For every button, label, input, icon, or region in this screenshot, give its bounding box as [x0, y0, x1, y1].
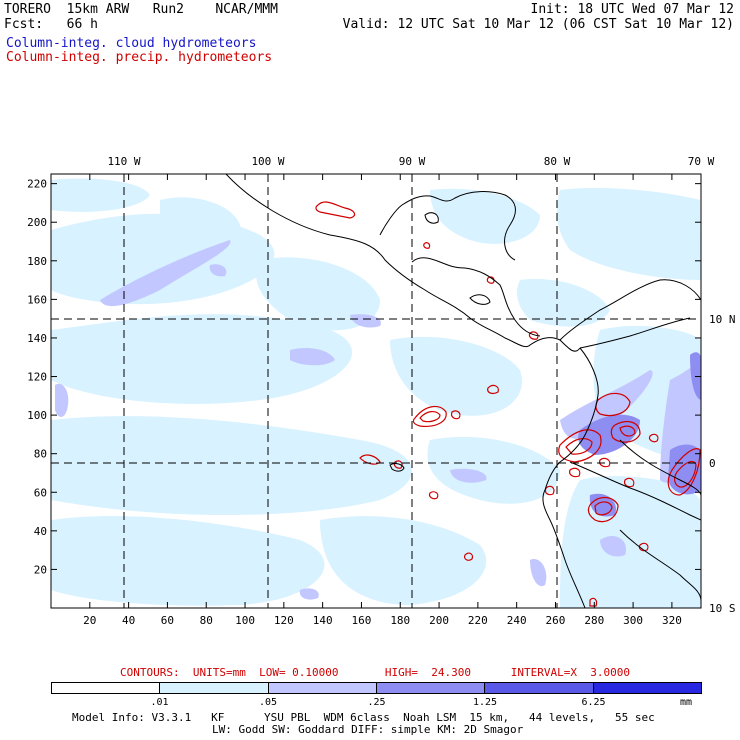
- valid-time: Valid: 12 UTC Sat 10 Mar 12 (06 CST Sat …: [342, 17, 734, 32]
- colorbar-swatch: [268, 683, 377, 693]
- y-tick-label: 200: [27, 216, 47, 229]
- x-tick-label: 100: [235, 614, 255, 627]
- cloud-field-layer: [51, 174, 701, 608]
- y-tick-label: 80: [34, 448, 47, 461]
- colorbar-label: .25: [367, 697, 386, 708]
- x-tick-label: 180: [390, 614, 410, 627]
- colorbar-unit: mm: [679, 697, 693, 708]
- colorbar-label: 6.25: [581, 697, 606, 708]
- init-time: Init: 18 UTC Wed 07 Mar 12: [530, 2, 735, 17]
- model-info: Model Info: V3.3.1 KF YSU PBL WDM 6class…: [72, 711, 655, 724]
- longitude-label: 110 W: [107, 155, 140, 168]
- longitude-label: 100 W: [251, 155, 284, 168]
- colorbar-swatch: [485, 683, 594, 693]
- forecast-hour: Fcst: 66 h: [4, 17, 98, 32]
- x-tick-label: 280: [584, 614, 604, 627]
- model-title: TORERO 15km ARW Run2 NCAR/MMM: [4, 2, 278, 17]
- x-tick-label: 60: [161, 614, 174, 627]
- x-tick-label: 300: [623, 614, 643, 627]
- y-tick-label: 140: [27, 332, 47, 345]
- x-tick-label: 80: [200, 614, 213, 627]
- field-cloud-label: Column-integ. cloud hydrometeors: [6, 36, 257, 51]
- y-tick-label: 40: [34, 525, 47, 538]
- y-tick-label: 220: [27, 178, 47, 191]
- x-tick-label: 20: [83, 614, 96, 627]
- latitude-label: 10 S: [709, 602, 736, 615]
- field-precip-label: Column-integ. precip. hydrometeors: [6, 50, 273, 65]
- longitude-label: 80 W: [544, 155, 571, 168]
- x-tick-label: 200: [429, 614, 449, 627]
- x-tick-label: 220: [468, 614, 488, 627]
- colorbar-swatch: [593, 683, 701, 693]
- latitude-label: 0: [709, 457, 716, 470]
- y-tick-label: 20: [34, 563, 47, 576]
- x-tick-label: 240: [507, 614, 527, 627]
- y-tick-label: 60: [34, 486, 47, 499]
- longitude-label: 90 W: [399, 155, 426, 168]
- colorbar-swatch: [160, 683, 269, 693]
- x-tick-label: 160: [352, 614, 372, 627]
- latitude-label: 10 N: [709, 313, 736, 326]
- y-tick-label: 120: [27, 371, 47, 384]
- x-tick-label: 120: [274, 614, 294, 627]
- colorbar: [51, 682, 702, 694]
- colorbar-swatch: [376, 683, 486, 693]
- colorbar-label: 1.25: [472, 697, 498, 708]
- y-tick-label: 100: [27, 409, 47, 422]
- map-frame: [50, 173, 702, 609]
- y-tick-label: 160: [27, 293, 47, 306]
- longitude-label: 70 W: [688, 155, 715, 168]
- colorbar-label: .05: [258, 697, 278, 708]
- colorbar-label: .01: [150, 697, 169, 708]
- y-tick-label: 180: [27, 255, 47, 268]
- x-tick-label: 320: [662, 614, 682, 627]
- contours-info: CONTOURS: UNITS=mm LOW= 0.10000 HIGH= 24…: [120, 666, 630, 679]
- colorbar-swatch: [52, 683, 161, 693]
- lat-lon-grid: [51, 174, 701, 608]
- x-tick-label: 140: [313, 614, 333, 627]
- x-tick-label: 260: [546, 614, 566, 627]
- model-info-physics: LW: Godd SW: Goddard DIFF: simple KM: 2D…: [212, 723, 524, 736]
- x-tick-label: 40: [122, 614, 135, 627]
